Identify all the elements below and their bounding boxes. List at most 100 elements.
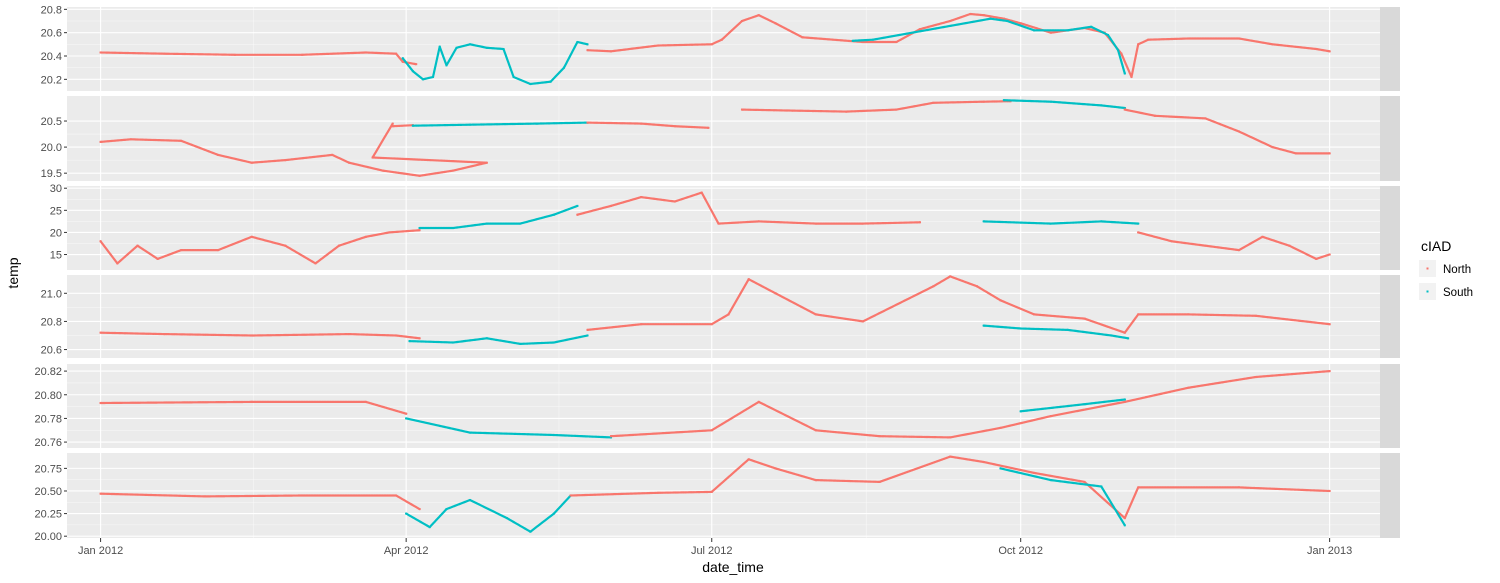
x-tick-label: Oct 2012	[998, 545, 1043, 557]
series-north-2	[391, 124, 414, 128]
data-point	[710, 490, 713, 493]
data-point	[1315, 257, 1318, 260]
data-point	[250, 235, 253, 238]
data-point	[1123, 331, 1126, 334]
data-point	[1033, 313, 1036, 316]
data-point	[1090, 25, 1093, 28]
data-point	[976, 285, 979, 288]
data-point	[1019, 410, 1022, 413]
data-point	[1137, 231, 1140, 234]
data-point	[610, 436, 613, 439]
panel-background	[67, 7, 1380, 91]
y-tick-label: 20.2	[41, 74, 62, 86]
data-point	[1033, 29, 1036, 32]
data-point	[405, 417, 408, 420]
data-point	[1130, 76, 1133, 78]
data-point	[740, 108, 743, 111]
panel-background	[67, 186, 1380, 270]
data-point	[99, 331, 102, 334]
series-south-2	[408, 334, 589, 345]
y-tick-label: 20.8	[41, 316, 62, 328]
data-point	[136, 244, 139, 247]
data-point	[949, 455, 952, 458]
series-north-3	[576, 191, 922, 225]
data-point	[707, 126, 710, 129]
series-layer	[99, 455, 1331, 533]
data-point	[1127, 337, 1130, 340]
data-point	[727, 313, 730, 316]
data-point	[452, 169, 455, 172]
x-tick-label: Jan 2012	[78, 545, 123, 557]
data-point	[418, 337, 421, 340]
data-point	[576, 204, 579, 207]
data-point	[485, 161, 488, 164]
data-point	[552, 433, 555, 436]
data-point	[1137, 486, 1140, 489]
data-point	[1123, 517, 1126, 520]
data-point	[468, 499, 471, 502]
data-point	[949, 436, 952, 439]
data-point	[949, 20, 952, 22]
data-point	[388, 231, 391, 234]
data-point	[673, 200, 676, 203]
series-north-4	[586, 121, 710, 129]
data-point	[552, 213, 555, 216]
data-point	[418, 174, 421, 177]
data-point	[418, 229, 421, 232]
data-point	[536, 122, 539, 125]
data-point	[401, 57, 404, 60]
data-point	[1328, 152, 1331, 155]
data-point	[871, 38, 874, 41]
data-point	[640, 122, 643, 125]
data-point	[657, 44, 660, 47]
legend-label-north: North	[1443, 264, 1471, 276]
data-point	[747, 458, 750, 461]
data-point	[757, 14, 760, 17]
series-layer	[99, 12, 1331, 86]
data-point	[1083, 317, 1086, 320]
data-point	[519, 342, 522, 345]
data-point	[1271, 146, 1274, 149]
data-point	[801, 36, 804, 39]
data-point	[640, 323, 643, 326]
data-point	[918, 28, 921, 31]
data-point	[610, 204, 613, 207]
data-point	[284, 244, 287, 247]
data-point	[717, 222, 720, 225]
x-axis: Jan 2012 Apr 2012 Jul 2012 Oct 2012 Jan 2013	[78, 538, 1352, 557]
data-point	[861, 222, 864, 225]
data-point	[418, 227, 421, 229]
data-point	[895, 108, 898, 111]
data-point	[233, 53, 236, 56]
data-point	[468, 431, 471, 434]
facet-strip	[1380, 364, 1400, 448]
data-point	[861, 320, 864, 323]
data-point	[1328, 323, 1331, 326]
x-tick-label: Jan 2013	[1307, 545, 1352, 557]
series-south-4	[851, 17, 1126, 75]
data-point	[610, 50, 613, 53]
legend-title: cIAD	[1421, 238, 1451, 254]
data-point	[969, 13, 972, 15]
data-point	[421, 78, 424, 81]
data-point	[401, 60, 404, 63]
data-point	[468, 123, 471, 126]
data-point	[932, 101, 935, 104]
data-point	[1123, 72, 1126, 75]
x-tick-label: Jul 2012	[691, 545, 733, 557]
series-south-2	[401, 40, 589, 86]
data-point	[405, 412, 408, 415]
data-point	[949, 275, 952, 278]
data-point	[586, 49, 589, 52]
data-point	[455, 46, 458, 49]
y-tick-label: 19.5	[41, 168, 62, 180]
data-point	[1147, 38, 1150, 41]
y-tick-label: 20.8	[41, 4, 62, 16]
y-tick-label: 20.6	[41, 345, 62, 357]
series-south-4	[982, 220, 1140, 225]
data-point	[710, 429, 713, 432]
data-point	[1254, 314, 1257, 317]
data-point	[445, 508, 448, 511]
